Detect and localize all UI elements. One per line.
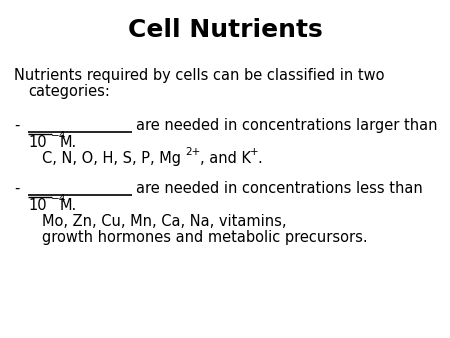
Text: 10: 10 — [28, 198, 47, 213]
Text: Nutrients required by cells can be classified in two: Nutrients required by cells can be class… — [14, 68, 384, 83]
Text: M.: M. — [60, 198, 77, 213]
Text: are needed in concentrations larger than: are needed in concentrations larger than — [136, 118, 437, 133]
Text: categories:: categories: — [28, 84, 110, 99]
Text: M.: M. — [60, 135, 77, 150]
Text: -: - — [14, 181, 19, 196]
Text: Mo, Zn, Cu, Mn, Ca, Na, vitamins,: Mo, Zn, Cu, Mn, Ca, Na, vitamins, — [42, 214, 287, 229]
Text: .: . — [257, 151, 262, 166]
Text: −4: −4 — [51, 194, 67, 204]
Text: Cell Nutrients: Cell Nutrients — [128, 18, 322, 42]
Text: , and K: , and K — [200, 151, 251, 166]
Text: C, N, O, H, S, P, Mg: C, N, O, H, S, P, Mg — [42, 151, 185, 166]
Text: -: - — [14, 118, 19, 133]
Text: 10: 10 — [28, 135, 47, 150]
Text: growth hormones and metabolic precursors.: growth hormones and metabolic precursors… — [42, 230, 368, 245]
Text: +: + — [250, 147, 259, 157]
Text: are needed in concentrations less than: are needed in concentrations less than — [136, 181, 423, 196]
Text: −4: −4 — [51, 131, 67, 141]
Text: 2+: 2+ — [185, 147, 200, 157]
